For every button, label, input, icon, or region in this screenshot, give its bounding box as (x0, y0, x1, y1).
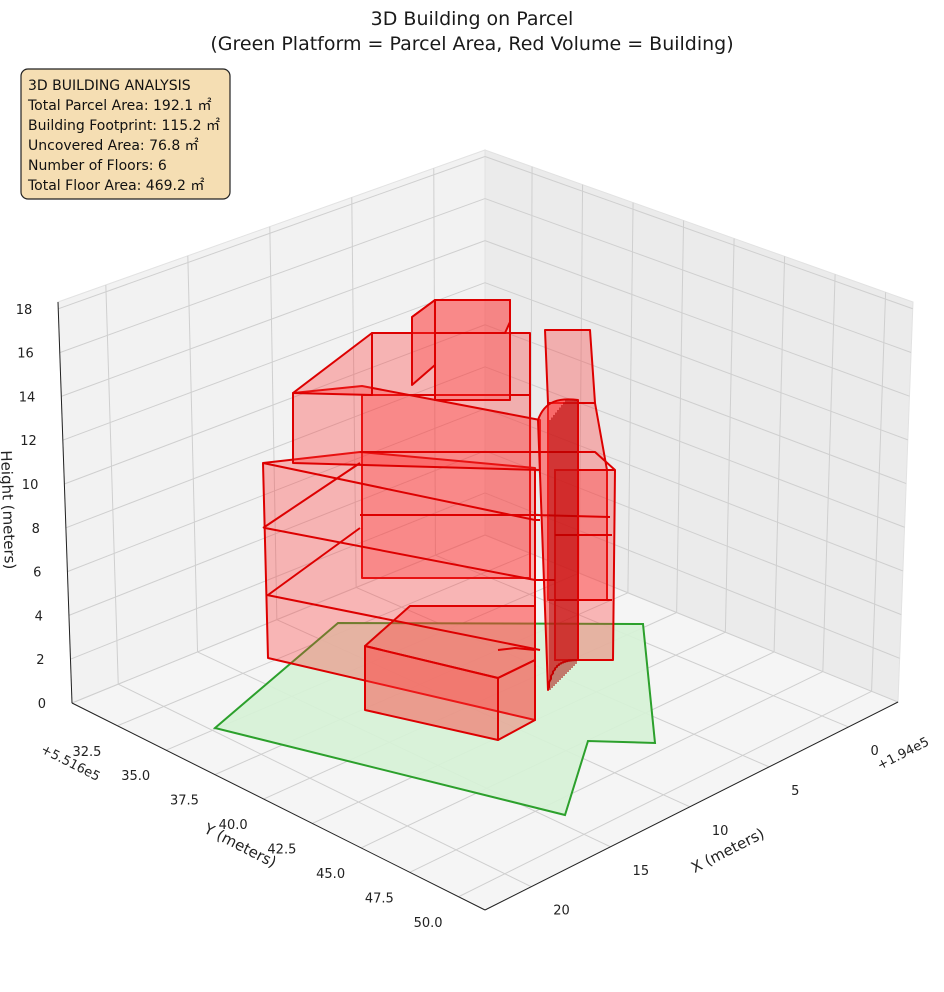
info-line: Total Floor Area: 469.2 ㎡ (27, 178, 204, 194)
z-gridline (67, 408, 486, 573)
y-gridline (578, 184, 584, 574)
y-gridline (627, 202, 634, 593)
z-gridline (484, 198, 912, 353)
floor-slab-line (497, 647, 536, 651)
building-front-face (292, 332, 373, 396)
z-gridline (65, 366, 486, 529)
building-top-face (411, 299, 436, 386)
z-gridline (70, 492, 486, 660)
z-gridline (484, 156, 913, 310)
z-gridline (68, 450, 486, 616)
building-side-face (544, 329, 596, 404)
z-gridline (64, 324, 486, 485)
chart-subtitle: (Green Platform = Parcel Area, Red Volum… (210, 33, 733, 55)
floor-slab-line (360, 514, 611, 518)
y-gridline (822, 274, 836, 672)
floor-slab-line (266, 594, 541, 651)
building-volume (262, 299, 616, 741)
floor-slab-line (264, 527, 555, 581)
y-tick-label: 35.0 (121, 769, 150, 784)
z-gridline (62, 282, 486, 441)
y-tick-label: 40.0 (219, 818, 248, 833)
z-gridline (71, 534, 486, 704)
x-tick-label: 0 (870, 744, 878, 759)
y-gridline (773, 256, 786, 652)
y-gridline (409, 671, 824, 873)
y-axis-line (71, 702, 486, 911)
x-gridline (105, 284, 119, 685)
z-gridline (61, 240, 486, 397)
y-gridline (458, 690, 872, 898)
x-offset-label: +1.94e5 (875, 735, 932, 774)
x-tick-label: 5 (791, 784, 799, 799)
info-line: Total Parcel Area: 192.1 ㎡ (27, 98, 212, 114)
curved-column-edges (549, 400, 577, 690)
z-tick-label: 12 (20, 434, 37, 449)
z-tick-label: 8 (32, 522, 40, 537)
z-gridline (59, 198, 486, 354)
z-tick-label: 6 (33, 566, 41, 581)
y-tick-label: 47.5 (365, 891, 394, 906)
x-tick-label: 10 (712, 824, 729, 839)
axis-lines (57, 301, 899, 911)
y-tick-label: 32.5 (72, 745, 101, 760)
info-line: Number of Floors: 6 (28, 158, 167, 174)
z-axis-label: Height (meters) (0, 450, 19, 570)
z-gridline (58, 156, 486, 310)
z-gridline (484, 324, 907, 485)
z-tick-label: 0 (38, 697, 46, 712)
info-heading: 3D BUILDING ANALYSIS (28, 78, 191, 94)
y-gridline (724, 238, 735, 633)
info-box: 3D BUILDING ANALYSIS Total Parcel Area: … (20, 68, 231, 200)
floor-slab-line (262, 462, 540, 521)
z-gridline (484, 366, 905, 528)
z-tick-label: 16 (17, 347, 34, 362)
z-tick-label: 2 (36, 653, 44, 668)
x-axis-line (484, 701, 899, 911)
y-gridline (676, 220, 685, 613)
x-gridline (269, 226, 278, 620)
x-tick-label: 20 (553, 904, 570, 919)
building-front-face (262, 451, 536, 721)
info-box-background (20, 68, 231, 200)
info-line: Building Footprint: 115.2 ㎡ (28, 118, 220, 134)
x-gridline (351, 197, 357, 588)
y-gridline (871, 292, 887, 692)
z-gridline (484, 240, 910, 397)
tick-labels: 0 2 4 6 8 10 12 14 16 18 32.5 35.0 37.5 40.0 42.5 45.0 4… (16, 303, 879, 931)
z-tick-label: 4 (35, 609, 43, 624)
x-gridline (118, 683, 532, 888)
x-gridline (187, 255, 199, 652)
info-line: Uncovered Area: 76.8 ㎡ (28, 138, 199, 154)
building-annex-face (497, 659, 536, 741)
z-gridline (484, 282, 909, 441)
z-tick-label: 14 (19, 390, 36, 405)
y-tick-label: 50.0 (414, 916, 443, 931)
y-tick-label: 37.5 (170, 794, 199, 809)
chart-title: 3D Building on Parcel (371, 8, 574, 30)
y-tick-label: 42.5 (267, 842, 296, 857)
y-tick-label: 45.0 (316, 867, 345, 882)
floor-slab-line (262, 462, 361, 529)
x-tick-label: 15 (633, 864, 650, 879)
z-tick-label: 18 (16, 303, 33, 318)
z-tick-label: 10 (22, 478, 39, 493)
floor-slab-line (267, 527, 361, 596)
z-axis-line (57, 301, 73, 704)
